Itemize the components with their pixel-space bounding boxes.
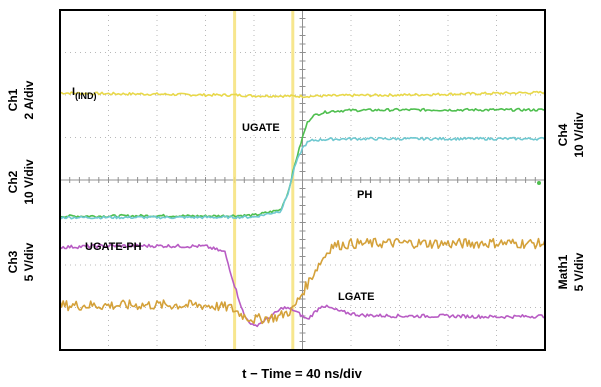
trace-group (59, 90, 546, 328)
label-ugate: UGATE (242, 122, 280, 134)
label-ph: PH (357, 189, 372, 201)
ch4-scale: 10 V/div (572, 112, 586, 158)
x-axis-label: t − Time = 40 ns/div (242, 366, 362, 381)
ch2-name: Ch2 (6, 170, 20, 193)
level-marker (537, 181, 541, 185)
cursor-markers (233, 10, 295, 350)
math1-name: Math1 (556, 254, 570, 289)
plot-area (59, 9, 546, 351)
trace-ugate-ph (59, 243, 546, 328)
label-ugate-ph: UGATE-PH (85, 241, 142, 253)
ch1-scale: 2 A/div (22, 80, 36, 119)
trace-lgate (59, 237, 546, 325)
label-lgate: LGATE (338, 291, 374, 303)
ch2-scale: 10 V/div (22, 159, 36, 205)
trace-i-ind (59, 90, 546, 99)
label-inductor-current: I(IND) (72, 86, 97, 101)
ch3-name: Ch3 (6, 250, 20, 273)
math1-scale: 5 V/div (572, 252, 586, 291)
plot-frame (59, 9, 546, 351)
ch3-scale: 5 V/div (22, 242, 36, 281)
ch1-name: Ch1 (6, 88, 20, 111)
ch4-name: Ch4 (556, 123, 570, 146)
trace-ugate (59, 107, 546, 219)
trace-ch4 (59, 136, 546, 220)
